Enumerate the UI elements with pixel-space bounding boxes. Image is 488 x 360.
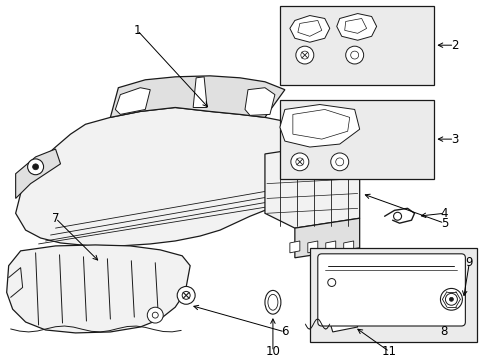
Text: 6: 6 [281,325,288,338]
Circle shape [152,312,158,318]
Text: 7: 7 [52,212,59,225]
Circle shape [280,122,294,136]
Circle shape [27,159,43,175]
Circle shape [33,164,39,170]
Text: 10: 10 [265,345,280,358]
Circle shape [440,288,462,310]
Circle shape [177,287,195,304]
Circle shape [345,46,363,64]
Polygon shape [244,88,274,116]
Text: 4: 4 [440,207,447,220]
Polygon shape [294,218,359,258]
Polygon shape [336,14,376,40]
Polygon shape [289,15,329,42]
Circle shape [295,46,313,64]
Text: 11: 11 [381,345,396,358]
Text: 9: 9 [465,256,472,269]
Circle shape [147,307,163,323]
Polygon shape [110,76,285,117]
Polygon shape [343,241,353,253]
Circle shape [290,153,308,171]
Ellipse shape [264,291,280,314]
Bar [279,6,433,85]
Text: 5: 5 [440,217,447,230]
Polygon shape [16,108,324,246]
Polygon shape [7,245,190,333]
Polygon shape [289,241,299,253]
Circle shape [285,127,290,132]
Polygon shape [307,241,317,253]
Circle shape [448,297,452,301]
Polygon shape [329,317,357,332]
Polygon shape [16,149,61,198]
Circle shape [330,153,348,171]
Bar [309,248,476,342]
Polygon shape [115,88,150,114]
Circle shape [327,279,335,287]
Polygon shape [193,77,207,108]
Text: 8: 8 [440,325,447,338]
Polygon shape [325,241,335,253]
Circle shape [182,291,190,299]
Bar [279,100,433,179]
Circle shape [393,212,401,220]
Polygon shape [279,104,359,147]
Text: 2: 2 [450,39,457,52]
Text: 1: 1 [133,24,141,37]
Text: 3: 3 [450,132,457,146]
Polygon shape [264,144,359,228]
FancyBboxPatch shape [317,254,465,326]
Circle shape [445,293,456,305]
